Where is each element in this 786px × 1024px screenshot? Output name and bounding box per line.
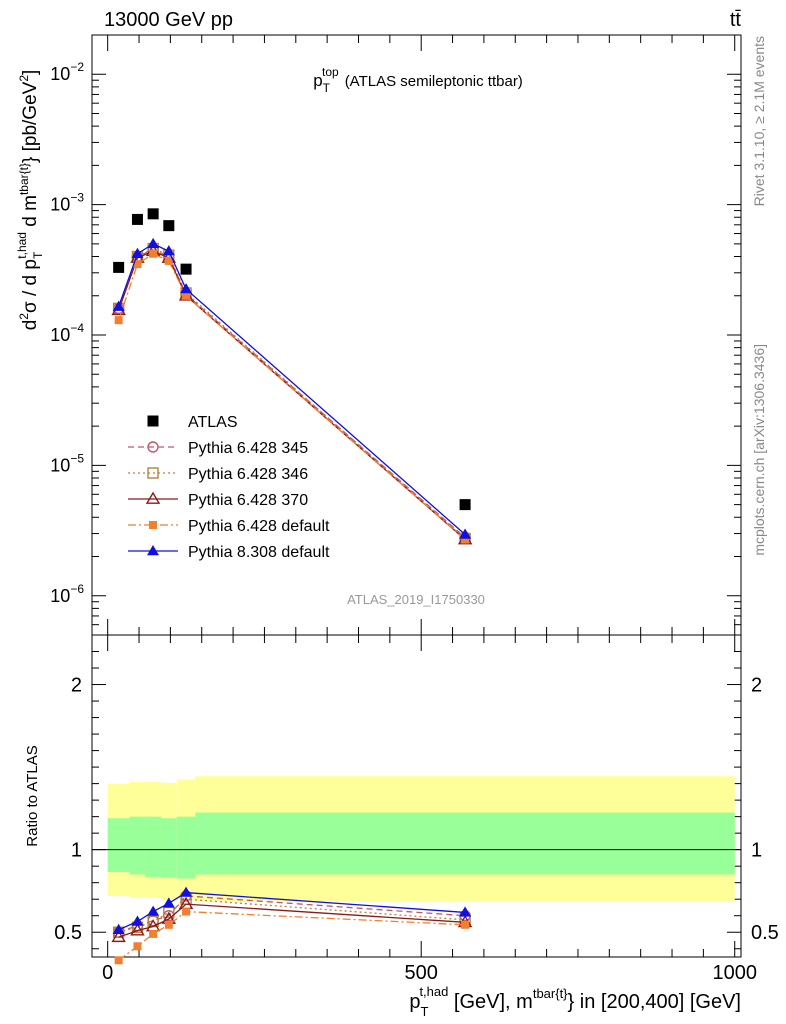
ratio-y-tick-label-right: 2 xyxy=(751,675,762,697)
ratio-y-tick-label: 2 xyxy=(71,675,82,697)
main-y-tick-label: 10−4 xyxy=(50,321,84,345)
legend-marker-pythia-6-428-370 xyxy=(145,491,161,504)
ratio-point-pythia-6-428-370 xyxy=(111,929,126,943)
point-pythia-6-428-default xyxy=(164,256,173,265)
ratio-point-pythia-8-308-default xyxy=(162,897,175,908)
point-pythia-8-308-default xyxy=(162,245,175,256)
point-pythia-6-428-default xyxy=(114,316,123,325)
mcplots-label: mcplots.cern.ch [arXiv:1306.3436] xyxy=(751,344,767,556)
legend-marker-pythia-8-308-default xyxy=(147,545,159,556)
ratio-y-axis: 0.5 0.5 1 1 2 2 xyxy=(54,651,779,950)
ratio-point-pythia-8-308-default xyxy=(131,915,144,926)
legend-label-atlas: ATLAS xyxy=(188,414,238,431)
main-y-tick-label: 10−2 xyxy=(50,60,84,84)
point-atlas xyxy=(180,263,192,275)
point-pythia-8-308-default xyxy=(112,300,125,311)
beam-label: 13000 GeV pp xyxy=(104,9,233,31)
ratio-point-pythia-6-428-370 xyxy=(130,923,145,936)
ratio-point-pythia-8-308-default xyxy=(147,905,160,916)
point-atlas xyxy=(147,208,159,220)
point-pythia-8-308-default xyxy=(131,247,144,258)
point-atlas xyxy=(163,220,175,232)
legend-marker-pythia-6-428-346 xyxy=(147,467,159,479)
ratio-point-pythia-6-428-default xyxy=(114,956,123,965)
chart-title: pTtop(ATLAS semileptonic ttbar) xyxy=(313,65,523,95)
ratio-y-tick-label-right: 0.5 xyxy=(751,922,779,944)
ratio-point-pythia-6-428-default xyxy=(164,920,173,929)
series-line-pythia-6-428-default xyxy=(118,253,466,541)
ratio-point-pythia-6-428-default xyxy=(133,942,142,951)
rivet-label: Rivet 3.1.10, ≥ 2.1M events xyxy=(751,36,767,206)
main-y-tick-label: 10−3 xyxy=(50,191,84,215)
ratio-y-axis-label: Ratio to ATLAS xyxy=(24,745,41,846)
ratio-line-pythia-6-428-346 xyxy=(118,898,466,933)
point-pythia-8-308-default xyxy=(459,528,472,539)
ratio-point-pythia-8-308-default xyxy=(112,923,125,934)
band-inner-segment xyxy=(176,816,196,879)
analysis-watermark: ATLAS_2019_I1750330 xyxy=(347,592,485,607)
legend-marker-pythia-6-428-default xyxy=(149,521,157,529)
main-plot-series xyxy=(111,208,473,545)
main-y-tick-label: 10−6 xyxy=(50,582,84,606)
x-tick-label: 0 xyxy=(102,962,113,984)
ratio-point-pythia-6-428-default xyxy=(461,920,470,929)
ratio-point-pythia-8-308-default xyxy=(180,886,193,897)
band-inner-segment xyxy=(195,812,735,875)
legend-label-pythia-6-428-346: Pythia 6.428 346 xyxy=(188,466,308,483)
point-pythia-6-428-default xyxy=(461,535,470,544)
legend: ATLAS Pythia 6.428 345 Pythia 6.428 346 Pyt… xyxy=(128,414,330,561)
svg-text:d2σ / d pTt,had d mtbar{t}} [p: d2σ / d pTt,had d mtbar{t}} [pb/GeV2] xyxy=(15,70,45,331)
legend-marker-atlas xyxy=(147,415,159,427)
ratio-y-tick-label: 1 xyxy=(71,840,82,862)
x-axis: 0 500 1000 xyxy=(102,35,757,984)
legend-marker-pythia-6-428-345 xyxy=(147,441,159,453)
main-y-axis: 10−6 10−5 10−4 10−3 10−2 xyxy=(50,34,741,636)
point-pythia-8-308-default xyxy=(180,283,193,294)
band-inner-segment xyxy=(160,818,177,878)
band-inner-segment xyxy=(145,816,161,877)
ratio-line-pythia-6-428-370 xyxy=(118,903,466,938)
x-axis-label: pTt,had [GeV], mtbar{t}} in [200,400] [G… xyxy=(409,984,741,1019)
point-atlas xyxy=(459,499,471,511)
x-tick-label: 1000 xyxy=(712,962,757,984)
point-pythia-6-428-default xyxy=(149,249,158,258)
legend-label-pythia-6-428-345: Pythia 6.428 345 xyxy=(188,440,308,457)
point-atlas xyxy=(131,213,143,225)
band-inner-segment xyxy=(107,818,130,872)
x-tick-label: 500 xyxy=(405,962,438,984)
main-y-tick-label: 10−5 xyxy=(50,451,84,475)
ratio-point-pythia-8-308-default xyxy=(459,906,472,917)
point-pythia-6-428-default xyxy=(182,291,191,300)
legend-label-pythia-6-428-default: Pythia 6.428 default xyxy=(188,518,330,535)
point-pythia-6-428-default xyxy=(133,260,142,269)
main-y-axis-label: d2σ / d pTt,had d mtbar{t}} [pb/GeV2] xyxy=(15,70,45,331)
ratio-plot-series xyxy=(111,886,473,965)
uncertainty-bands xyxy=(107,776,735,902)
point-pythia-8-308-default xyxy=(147,237,160,249)
ratio-y-tick-label-right: 1 xyxy=(751,840,762,862)
point-atlas xyxy=(113,261,125,273)
legend-label-pythia-8-308-default: Pythia 8.308 default xyxy=(188,544,330,561)
ratio-y-tick-label: 0.5 xyxy=(54,922,82,944)
ratio-plot-frame xyxy=(91,634,742,958)
process-label: tt̄ xyxy=(730,9,742,31)
series-line-pythia-8-308-default xyxy=(118,243,466,535)
ratio-line-pythia-6-428-345 xyxy=(118,895,466,933)
band-inner-segment xyxy=(129,816,146,875)
legend-label-pythia-6-428-370: Pythia 6.428 370 xyxy=(188,492,308,509)
ratio-point-pythia-6-428-default xyxy=(182,907,191,916)
ratio-point-pythia-6-428-default xyxy=(149,929,158,938)
